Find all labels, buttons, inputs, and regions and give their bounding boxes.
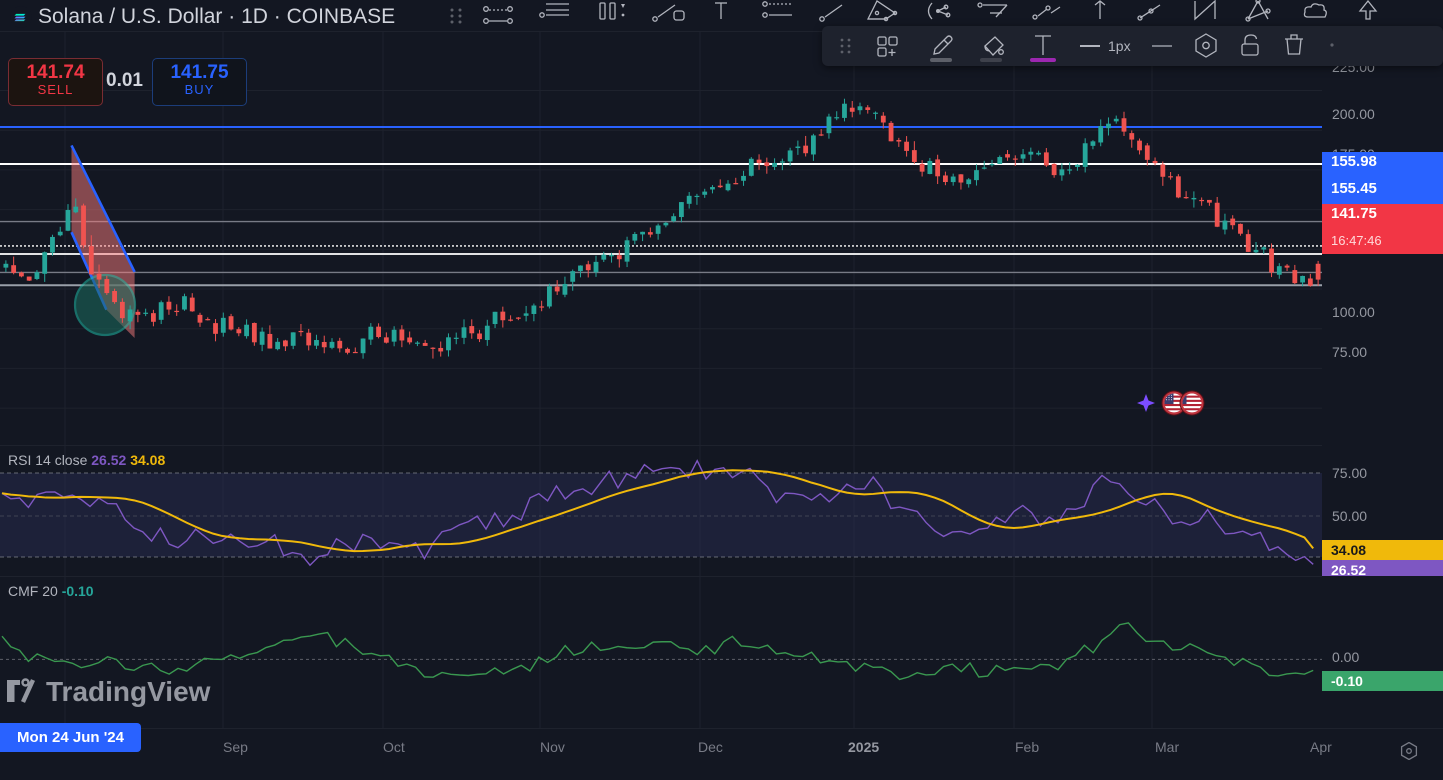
svg-text:1px: 1px [1108, 38, 1131, 54]
